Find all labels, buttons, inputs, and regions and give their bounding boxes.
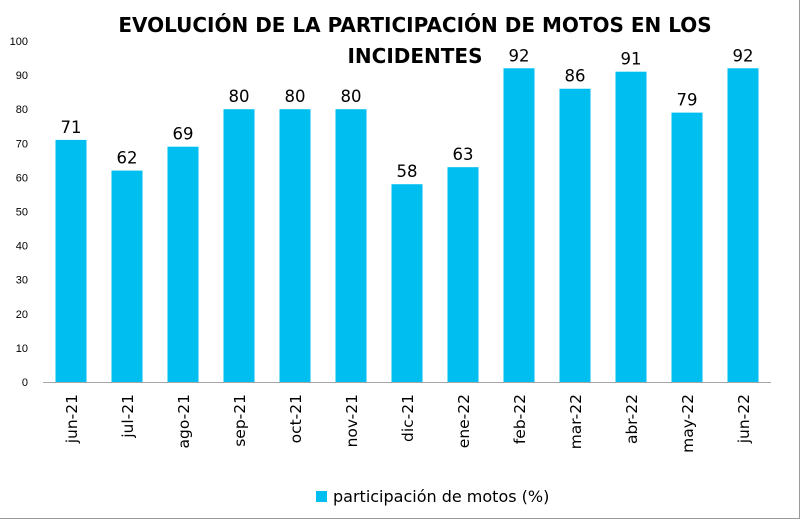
x-tick-label: feb-22	[511, 394, 529, 444]
x-axis-ticks: jun-21 jul-21 ago-21 sep-21 oct-21 nov-21 dic-…	[63, 394, 753, 453]
bar	[615, 71, 647, 382]
legend-label: participación de motos (%)	[333, 486, 550, 506]
y-tick-label: 40	[16, 241, 28, 253]
data-label: 80	[285, 87, 306, 106]
x-tick-label: jul-21	[119, 394, 137, 439]
legend: participación de motos (%)	[316, 486, 549, 506]
x-tick-label: sep-21	[231, 394, 249, 447]
data-label: 80	[341, 87, 362, 106]
x-tick-label: oct-21	[287, 394, 305, 443]
data-label: 86	[565, 67, 586, 86]
bar	[335, 109, 367, 382]
y-tick-label: 100	[10, 36, 28, 48]
bar	[223, 109, 255, 382]
x-tick-label: ene-22	[455, 394, 473, 448]
data-label: 91	[621, 50, 642, 69]
data-label: 71	[61, 118, 82, 137]
y-tick-label: 80	[16, 104, 28, 116]
bar	[559, 88, 591, 383]
data-labels: 71 62 69 80 80 80 58 63 92 86 91 79 92	[61, 46, 754, 181]
data-label: 80	[229, 87, 250, 106]
bar	[167, 146, 199, 382]
y-axis-ticks: 0 10 20 30 40 50 60 70 80 90 100	[10, 36, 28, 389]
data-label: 62	[117, 149, 138, 168]
x-tick-label: may-22	[679, 394, 697, 453]
bar	[727, 68, 759, 382]
bars	[55, 68, 759, 383]
bar	[391, 184, 423, 382]
y-tick-label: 70	[16, 138, 28, 150]
y-tick-label: 10	[16, 343, 28, 355]
x-tick-label: mar-22	[567, 394, 585, 449]
data-label: 69	[173, 125, 194, 144]
y-tick-label: 60	[16, 172, 28, 184]
x-tick-label: dic-21	[399, 394, 417, 442]
data-label: 63	[453, 145, 474, 164]
x-tick-label: jun-22	[735, 394, 753, 444]
bar	[111, 170, 143, 382]
bar	[671, 112, 703, 383]
x-tick-label: nov-21	[343, 394, 361, 447]
chart-title: EVOLUCIÓN DE LA PARTICIPACIÓN DE MOTOS E…	[118, 13, 712, 68]
x-tick-label: ago-21	[175, 394, 193, 448]
data-label: 79	[677, 91, 698, 110]
y-tick-label: 90	[16, 70, 28, 82]
bar	[55, 139, 87, 382]
data-label: 58	[397, 162, 418, 181]
x-tick-label: jun-21	[63, 394, 81, 444]
bar	[447, 167, 479, 382]
y-tick-label: 30	[16, 275, 28, 287]
bar	[503, 68, 535, 382]
data-label: 92	[509, 46, 530, 65]
y-tick-label: 50	[16, 207, 28, 219]
y-tick-label: 0	[22, 377, 28, 389]
data-label: 92	[733, 46, 754, 65]
y-tick-label: 20	[16, 309, 28, 321]
legend-swatch	[316, 490, 327, 502]
x-tick-label: abr-22	[623, 394, 641, 444]
bar	[279, 109, 311, 382]
